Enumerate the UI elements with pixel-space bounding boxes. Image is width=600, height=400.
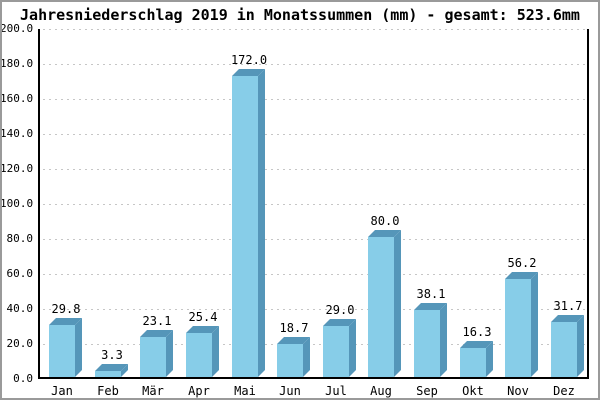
bar-front-face (551, 322, 577, 377)
gridline (43, 169, 585, 170)
y-tick-label: 20.0 (6, 337, 34, 350)
bar-top-face (323, 319, 356, 326)
bar-top-face (551, 315, 584, 322)
bar-front-face (414, 310, 440, 377)
bar-value-label: 31.7 (553, 299, 583, 313)
gridline (43, 29, 585, 30)
bar-side-face (394, 230, 401, 377)
x-tick-label: Okt (462, 384, 484, 398)
y-tick-label: 120.0 (0, 162, 34, 175)
bar-side-face (349, 319, 356, 377)
bar-side-face (75, 318, 82, 377)
gridline (43, 64, 585, 65)
bar-top-face (95, 364, 128, 371)
x-tick-label: Nov (507, 384, 529, 398)
x-tick-label: Apr (188, 384, 210, 398)
x-tick-label: Jan (51, 384, 73, 398)
gridline (43, 99, 585, 100)
bar-top-face (140, 330, 173, 337)
bar-front-face (368, 237, 394, 377)
bar-side-face (166, 330, 173, 377)
bars-layer: 29.8 3.3 23.1 25.4 172.0 18.7 29.0 80.0 38.1 16.3… (40, 29, 587, 377)
y-tick-label: 140.0 (0, 127, 34, 140)
bar-front-face (140, 337, 166, 377)
x-tick-label: Jun (279, 384, 301, 398)
bar-front-face (460, 348, 486, 377)
y-tick-label: 180.0 (0, 57, 34, 70)
bar-value-label: 29.8 (51, 302, 81, 316)
y-axis-labels: 0.0 20.0 40.0 60.0 80.0 100.0 120.0 140.0 160.0 1… (0, 2, 35, 398)
bar-value-label: 18.7 (279, 321, 309, 335)
bar-value-label: 56.2 (507, 256, 537, 270)
x-tick-label: Feb (97, 384, 119, 398)
bar-value-label: 25.4 (188, 310, 218, 324)
chart-title: Jahresniederschlag 2019 in Monatssummen … (20, 6, 580, 24)
bar-value-label: 23.1 (142, 314, 172, 328)
y-tick-label: 80.0 (6, 232, 34, 245)
bar-top-face (232, 69, 265, 76)
y-tick-label: 200.0 (0, 22, 34, 35)
bar-top-face (277, 337, 310, 344)
bar-value-label: 16.3 (462, 325, 492, 339)
x-tick-label: Sep (416, 384, 438, 398)
gridline (43, 239, 585, 240)
gridline (43, 344, 585, 345)
bar-top-face (368, 230, 401, 237)
x-tick-label: Mär (142, 384, 164, 398)
gridline (43, 274, 585, 275)
gridline (43, 309, 585, 310)
plot-area: 29.8 3.3 23.1 25.4 172.0 18.7 29.0 80.0 38.1 16.3… (38, 29, 589, 379)
x-tick-label: Mai (234, 384, 256, 398)
bar-front-face (323, 326, 349, 377)
y-tick-label: 160.0 (0, 92, 34, 105)
bar-front-face (49, 325, 75, 377)
bar-front-face (505, 279, 531, 377)
bar-top-face (505, 272, 538, 279)
bar-side-face (212, 326, 219, 377)
bar-front-face (186, 333, 212, 377)
bar-top-face (414, 303, 447, 310)
y-tick-label: 100.0 (0, 197, 34, 210)
bar-side-face (577, 315, 584, 377)
bar-value-label: 38.1 (416, 287, 446, 301)
bar-value-label: 172.0 (230, 53, 268, 67)
gridline (43, 134, 585, 135)
bar-front-face (95, 371, 121, 377)
gridlines-layer (40, 29, 587, 377)
bar-value-label: 80.0 (370, 214, 400, 228)
bar-front-face (232, 76, 258, 377)
bar-top-face (186, 326, 219, 333)
x-tick-label: Aug (370, 384, 392, 398)
gridline (43, 204, 585, 205)
bar-side-face (258, 69, 265, 377)
bar-front-face (277, 344, 303, 377)
bar-top-face (49, 318, 82, 325)
y-tick-label: 60.0 (6, 267, 34, 280)
bar-side-face (121, 364, 128, 377)
x-tick-label: Jul (325, 384, 347, 398)
y-tick-label: 0.0 (13, 372, 33, 385)
x-tick-label: Dez (553, 384, 575, 398)
bar-side-face (440, 303, 447, 377)
bar-side-face (486, 341, 493, 377)
bar-value-label: 3.3 (101, 348, 123, 362)
y-tick-label: 40.0 (6, 302, 34, 315)
bar-value-label: 29.0 (325, 303, 355, 317)
bar-side-face (303, 337, 310, 377)
bar-side-face (531, 272, 538, 377)
bar-top-face (460, 341, 493, 348)
